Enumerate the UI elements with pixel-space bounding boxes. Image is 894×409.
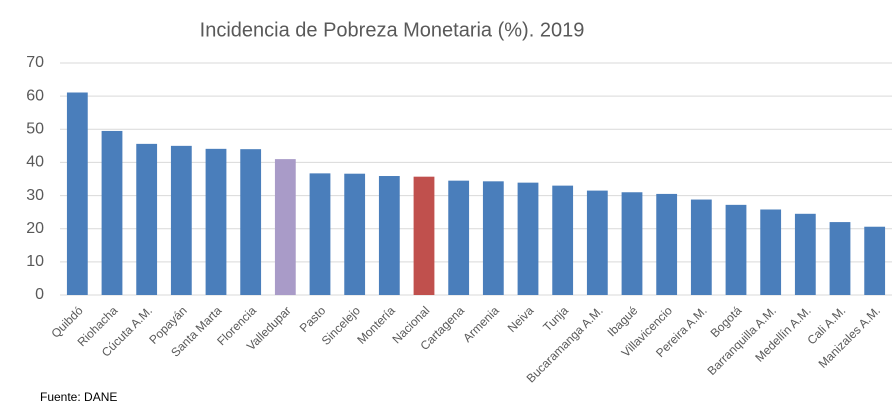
y-tick-label: 70 bbox=[26, 54, 44, 71]
y-tick-label: 60 bbox=[26, 87, 44, 104]
bar bbox=[101, 130, 123, 295]
y-tick-label: 0 bbox=[35, 286, 44, 303]
bar bbox=[864, 226, 886, 295]
chart-title: Incidencia de Pobreza Monetaria (%). 201… bbox=[200, 19, 585, 41]
y-tick-label: 30 bbox=[26, 187, 44, 204]
y-tick-label: 10 bbox=[26, 253, 44, 270]
bar bbox=[240, 149, 262, 295]
bar bbox=[309, 173, 331, 295]
x-tick-label: Armenia bbox=[460, 303, 502, 345]
bar bbox=[517, 182, 539, 295]
bar bbox=[378, 176, 400, 295]
x-tick-label: Tunja bbox=[540, 303, 571, 334]
x-tick-label: Pasto bbox=[297, 303, 329, 335]
bar bbox=[136, 143, 158, 295]
bar bbox=[656, 193, 678, 295]
bar bbox=[448, 180, 470, 295]
bar bbox=[725, 204, 747, 295]
y-tick-label: 20 bbox=[26, 220, 44, 237]
bar bbox=[690, 199, 712, 295]
y-tick-label: 40 bbox=[26, 154, 44, 171]
bar bbox=[413, 176, 435, 295]
y-tick-label: 50 bbox=[26, 121, 44, 138]
source-note: Fuente: DANE bbox=[40, 390, 117, 404]
bar bbox=[760, 209, 782, 295]
x-tick-label: Manizales A.M. bbox=[816, 303, 883, 370]
bar bbox=[621, 192, 643, 295]
bar bbox=[344, 173, 366, 295]
bar bbox=[586, 190, 608, 295]
bar bbox=[205, 148, 227, 295]
bar bbox=[829, 222, 851, 295]
bar bbox=[794, 213, 816, 295]
bar bbox=[274, 159, 296, 295]
x-tick-label: Neiva bbox=[505, 303, 537, 335]
bar bbox=[482, 181, 504, 295]
x-tick-label: Montería bbox=[354, 303, 398, 347]
bar bbox=[170, 145, 192, 295]
bar bbox=[552, 185, 574, 295]
bar bbox=[66, 92, 88, 295]
x-tick-label: Sincelejo bbox=[319, 303, 364, 348]
